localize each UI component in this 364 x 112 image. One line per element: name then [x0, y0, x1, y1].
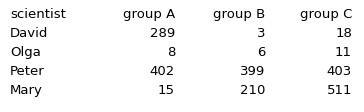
Text: 6: 6	[257, 46, 265, 59]
Text: 11: 11	[335, 46, 352, 59]
Text: group C: group C	[300, 8, 352, 21]
Text: Peter: Peter	[10, 65, 45, 78]
Text: group A: group A	[123, 8, 175, 21]
Text: Mary: Mary	[10, 84, 43, 97]
Text: David: David	[10, 27, 48, 40]
Text: 403: 403	[327, 65, 352, 78]
Text: 15: 15	[158, 84, 175, 97]
Text: 18: 18	[335, 27, 352, 40]
Text: Olga: Olga	[10, 46, 41, 59]
Text: 511: 511	[327, 84, 352, 97]
Text: 289: 289	[150, 27, 175, 40]
Text: 399: 399	[240, 65, 265, 78]
Text: group B: group B	[213, 8, 265, 21]
Text: 3: 3	[257, 27, 265, 40]
Text: 8: 8	[167, 46, 175, 59]
Text: 402: 402	[150, 65, 175, 78]
Text: 210: 210	[240, 84, 265, 97]
Text: scientist: scientist	[10, 8, 66, 21]
